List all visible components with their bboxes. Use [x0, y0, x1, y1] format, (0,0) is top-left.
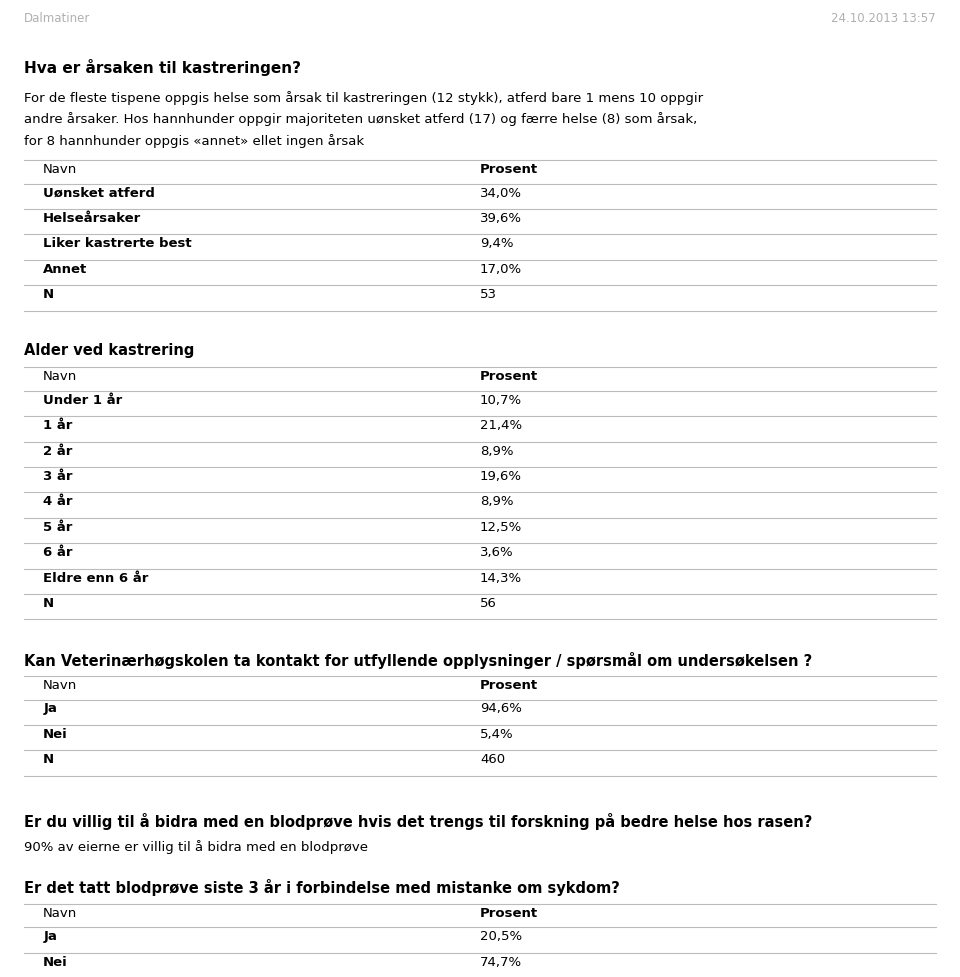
Text: 74,7%: 74,7% — [480, 956, 522, 968]
Text: 10,7%: 10,7% — [480, 394, 522, 406]
Text: Eldre enn 6 år: Eldre enn 6 år — [43, 572, 149, 584]
Text: 12,5%: 12,5% — [480, 521, 522, 533]
Text: Annet: Annet — [43, 263, 87, 276]
Text: 39,6%: 39,6% — [480, 212, 522, 225]
Text: Navn: Navn — [43, 163, 78, 176]
Text: 94,6%: 94,6% — [480, 702, 522, 715]
Text: 34,0%: 34,0% — [480, 187, 522, 199]
Text: Helseårsaker: Helseårsaker — [43, 212, 141, 225]
Text: 19,6%: 19,6% — [480, 470, 522, 483]
Text: N: N — [43, 288, 55, 301]
Text: Uønsket atferd: Uønsket atferd — [43, 187, 156, 199]
Text: N: N — [43, 597, 55, 610]
Text: Dalmatiner: Dalmatiner — [24, 12, 90, 24]
Text: 53: 53 — [480, 288, 497, 301]
Text: Kan Veterinærhøgskolen ta kontakt for utfyllende opplysninger / spørsmål om unde: Kan Veterinærhøgskolen ta kontakt for ut… — [24, 652, 812, 668]
Text: Navn: Navn — [43, 907, 78, 919]
Text: 17,0%: 17,0% — [480, 263, 522, 276]
Text: 90% av eierne er villig til å bidra med en blodprøve: 90% av eierne er villig til å bidra med … — [24, 840, 368, 854]
Text: Prosent: Prosent — [480, 163, 539, 176]
Text: for 8 hannhunder oppgis «annet» ellet ingen årsak: for 8 hannhunder oppgis «annet» ellet in… — [24, 134, 364, 148]
Text: Ja: Ja — [43, 930, 57, 943]
Text: Nei: Nei — [43, 956, 68, 968]
Text: N: N — [43, 753, 55, 766]
Text: 6 år: 6 år — [43, 546, 73, 559]
Text: Alder ved kastrering: Alder ved kastrering — [24, 343, 194, 358]
Text: 56: 56 — [480, 597, 497, 610]
Text: Prosent: Prosent — [480, 679, 539, 692]
Text: Prosent: Prosent — [480, 907, 539, 919]
Text: Under 1 år: Under 1 år — [43, 394, 123, 406]
Text: Er det tatt blodprøve siste 3 år i forbindelse med mistanke om sykdom?: Er det tatt blodprøve siste 3 år i forbi… — [24, 879, 620, 896]
Text: Navn: Navn — [43, 370, 78, 383]
Text: 24.10.2013 13:57: 24.10.2013 13:57 — [831, 12, 936, 24]
Text: 460: 460 — [480, 753, 505, 766]
Text: 5,4%: 5,4% — [480, 728, 514, 741]
Text: andre årsaker. Hos hannhunder oppgir majoriteten uønsket atferd (17) og færre he: andre årsaker. Hos hannhunder oppgir maj… — [24, 112, 697, 126]
Text: 8,9%: 8,9% — [480, 445, 514, 457]
Text: 21,4%: 21,4% — [480, 419, 522, 432]
Text: 4 år: 4 år — [43, 495, 73, 508]
Text: 3 år: 3 år — [43, 470, 73, 483]
Text: For de fleste tispene oppgis helse som årsak til kastreringen (12 stykk), atferd: For de fleste tispene oppgis helse som å… — [24, 91, 703, 105]
Text: Hva er årsaken til kastreringen?: Hva er årsaken til kastreringen? — [24, 59, 301, 75]
Text: 8,9%: 8,9% — [480, 495, 514, 508]
Text: 9,4%: 9,4% — [480, 237, 514, 250]
Text: Navn: Navn — [43, 679, 78, 692]
Text: 20,5%: 20,5% — [480, 930, 522, 943]
Text: 1 år: 1 år — [43, 419, 73, 432]
Text: 3,6%: 3,6% — [480, 546, 514, 559]
Text: Nei: Nei — [43, 728, 68, 741]
Text: Ja: Ja — [43, 702, 57, 715]
Text: 14,3%: 14,3% — [480, 572, 522, 584]
Text: Er du villig til å bidra med en blodprøve hvis det trengs til forskning på bedre: Er du villig til å bidra med en blodprøv… — [24, 813, 812, 829]
Text: Liker kastrerte best: Liker kastrerte best — [43, 237, 192, 250]
Text: Prosent: Prosent — [480, 370, 539, 383]
Text: 5 år: 5 år — [43, 521, 73, 533]
Text: 2 år: 2 år — [43, 445, 73, 457]
